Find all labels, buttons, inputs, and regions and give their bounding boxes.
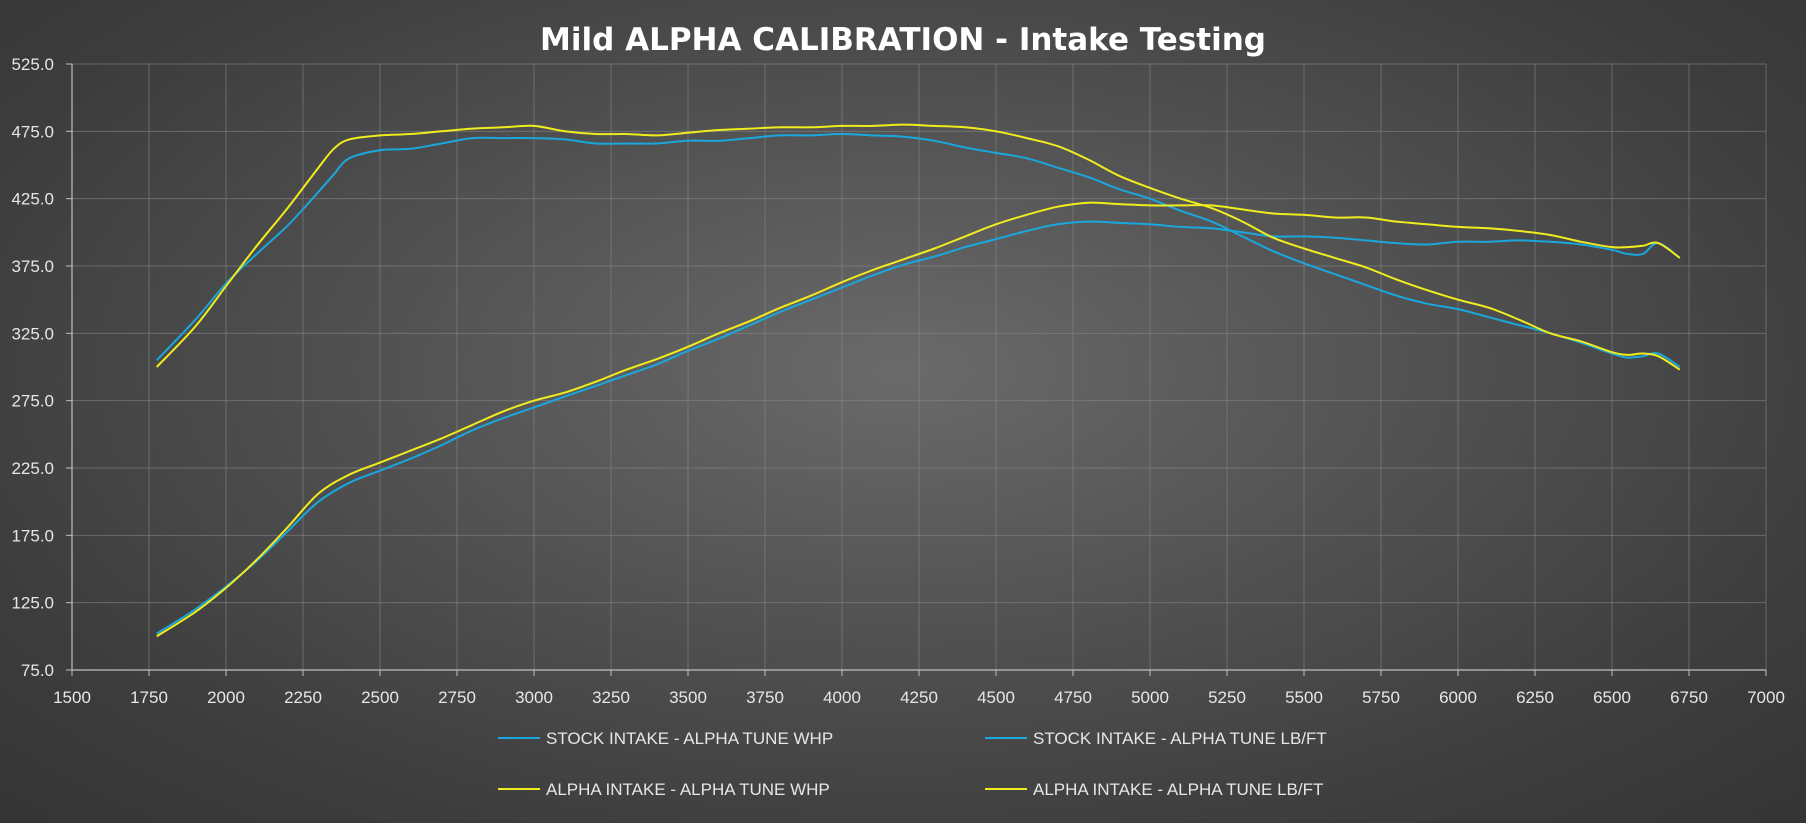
y-tick-label: 175.0: [11, 526, 54, 545]
y-tick-label: 375.0: [11, 257, 54, 276]
y-tick-label: 525.0: [11, 55, 54, 74]
series-lines: [155, 123, 1681, 638]
x-tick-label: 5750: [1362, 688, 1400, 707]
y-axis-tick-labels: 75.0 125.0 175.0 225.0 275.0 325.0 375.0 425.0 4…: [11, 55, 54, 680]
y-tick-label: 225.0: [11, 459, 54, 478]
legend-item: ALPHA INTAKE - ALPHA TUNE WHP: [498, 780, 830, 799]
y-tick-label: 75.0: [21, 661, 54, 680]
legend-label: ALPHA INTAKE - ALPHA TUNE WHP: [546, 780, 830, 799]
x-axis-tick-labels: 1500 1750 2000 2250 2500 2750 3000 3250 3500 3750…: [53, 688, 1785, 707]
x-tick-label: 6250: [1516, 688, 1554, 707]
series-line-stock-intake-alpha-tune-lb-ft: [155, 133, 1681, 368]
legend-label: STOCK INTAKE - ALPHA TUNE WHP: [546, 729, 833, 748]
x-tick-label: 5500: [1285, 688, 1323, 707]
legend-item: STOCK INTAKE - ALPHA TUNE WHP: [498, 729, 833, 748]
series-line-alpha-intake-alpha-tune-lb-ft: [155, 123, 1681, 371]
grid-lines: [72, 63, 1767, 670]
x-tick-label: 4250: [900, 688, 938, 707]
x-tick-label: 1500: [53, 688, 91, 707]
legend-item: STOCK INTAKE - ALPHA TUNE LB/FT: [985, 729, 1327, 748]
x-tick-label: 4750: [1054, 688, 1092, 707]
axes: [66, 63, 1767, 676]
y-tick-label: 275.0: [11, 392, 54, 411]
y-tick-label: 475.0: [11, 122, 54, 141]
x-tick-label: 3250: [592, 688, 630, 707]
legend-item: ALPHA INTAKE - ALPHA TUNE LB/FT: [985, 780, 1323, 799]
x-tick-label: 5000: [1131, 688, 1169, 707]
x-tick-label: 1750: [130, 688, 168, 707]
series-line-alpha-intake-alpha-tune-whp: [156, 201, 1681, 638]
series-line-stock-intake-alpha-tune-whp: [156, 220, 1681, 635]
x-tick-label: 2250: [284, 688, 322, 707]
x-tick-label: 3500: [669, 688, 707, 707]
x-tick-label: 3000: [515, 688, 553, 707]
x-tick-label: 2750: [438, 688, 476, 707]
x-tick-label: 4500: [977, 688, 1015, 707]
x-tick-label: 5250: [1208, 688, 1246, 707]
chart-title: Mild ALPHA CALIBRATION - Intake Testing: [540, 22, 1266, 58]
y-tick-label: 325.0: [11, 324, 54, 343]
x-tick-label: 7000: [1747, 688, 1785, 707]
legend-label: STOCK INTAKE - ALPHA TUNE LB/FT: [1033, 729, 1327, 748]
y-tick-label: 125.0: [11, 594, 54, 613]
y-tick-label: 425.0: [11, 190, 54, 209]
x-tick-label: 3750: [746, 688, 784, 707]
x-tick-label: 6000: [1439, 688, 1477, 707]
x-tick-label: 4000: [823, 688, 861, 707]
x-tick-label: 2500: [361, 688, 399, 707]
x-tick-label: 6500: [1593, 688, 1631, 707]
x-tick-label: 2000: [207, 688, 245, 707]
x-tick-label: 6750: [1670, 688, 1708, 707]
legend-label: ALPHA INTAKE - ALPHA TUNE LB/FT: [1033, 780, 1323, 799]
legend: STOCK INTAKE - ALPHA TUNE WHP STOCK INTAK…: [498, 729, 1327, 799]
